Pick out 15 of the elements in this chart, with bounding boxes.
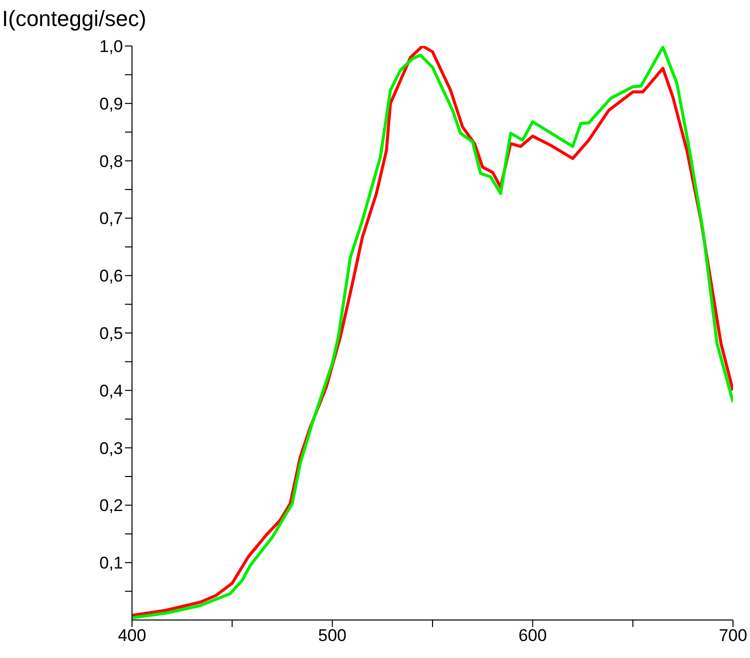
x-tick-label: 500 bbox=[318, 626, 347, 646]
x-tick-label: 400 bbox=[118, 626, 146, 646]
y-tick-label: 0,6 bbox=[99, 266, 123, 286]
y-tick-label: 0,5 bbox=[99, 324, 123, 344]
y-tick-label: 0,1 bbox=[99, 554, 123, 573]
y-tick-label: 1,0 bbox=[99, 37, 123, 56]
x-tick-label: 600 bbox=[518, 626, 547, 646]
x-tick-label: 700 bbox=[718, 626, 748, 646]
y-tick-label: 0,3 bbox=[99, 438, 123, 458]
y-tick-label: 0,4 bbox=[99, 381, 123, 400]
y-tick-label: 0,7 bbox=[99, 209, 123, 228]
y-tick-label: 0,8 bbox=[99, 152, 123, 171]
y-tick-label: 0,9 bbox=[99, 94, 123, 114]
y-tick-label: 0,2 bbox=[99, 496, 123, 516]
y-axis-title: I(conteggi/sec) bbox=[2, 6, 146, 32]
